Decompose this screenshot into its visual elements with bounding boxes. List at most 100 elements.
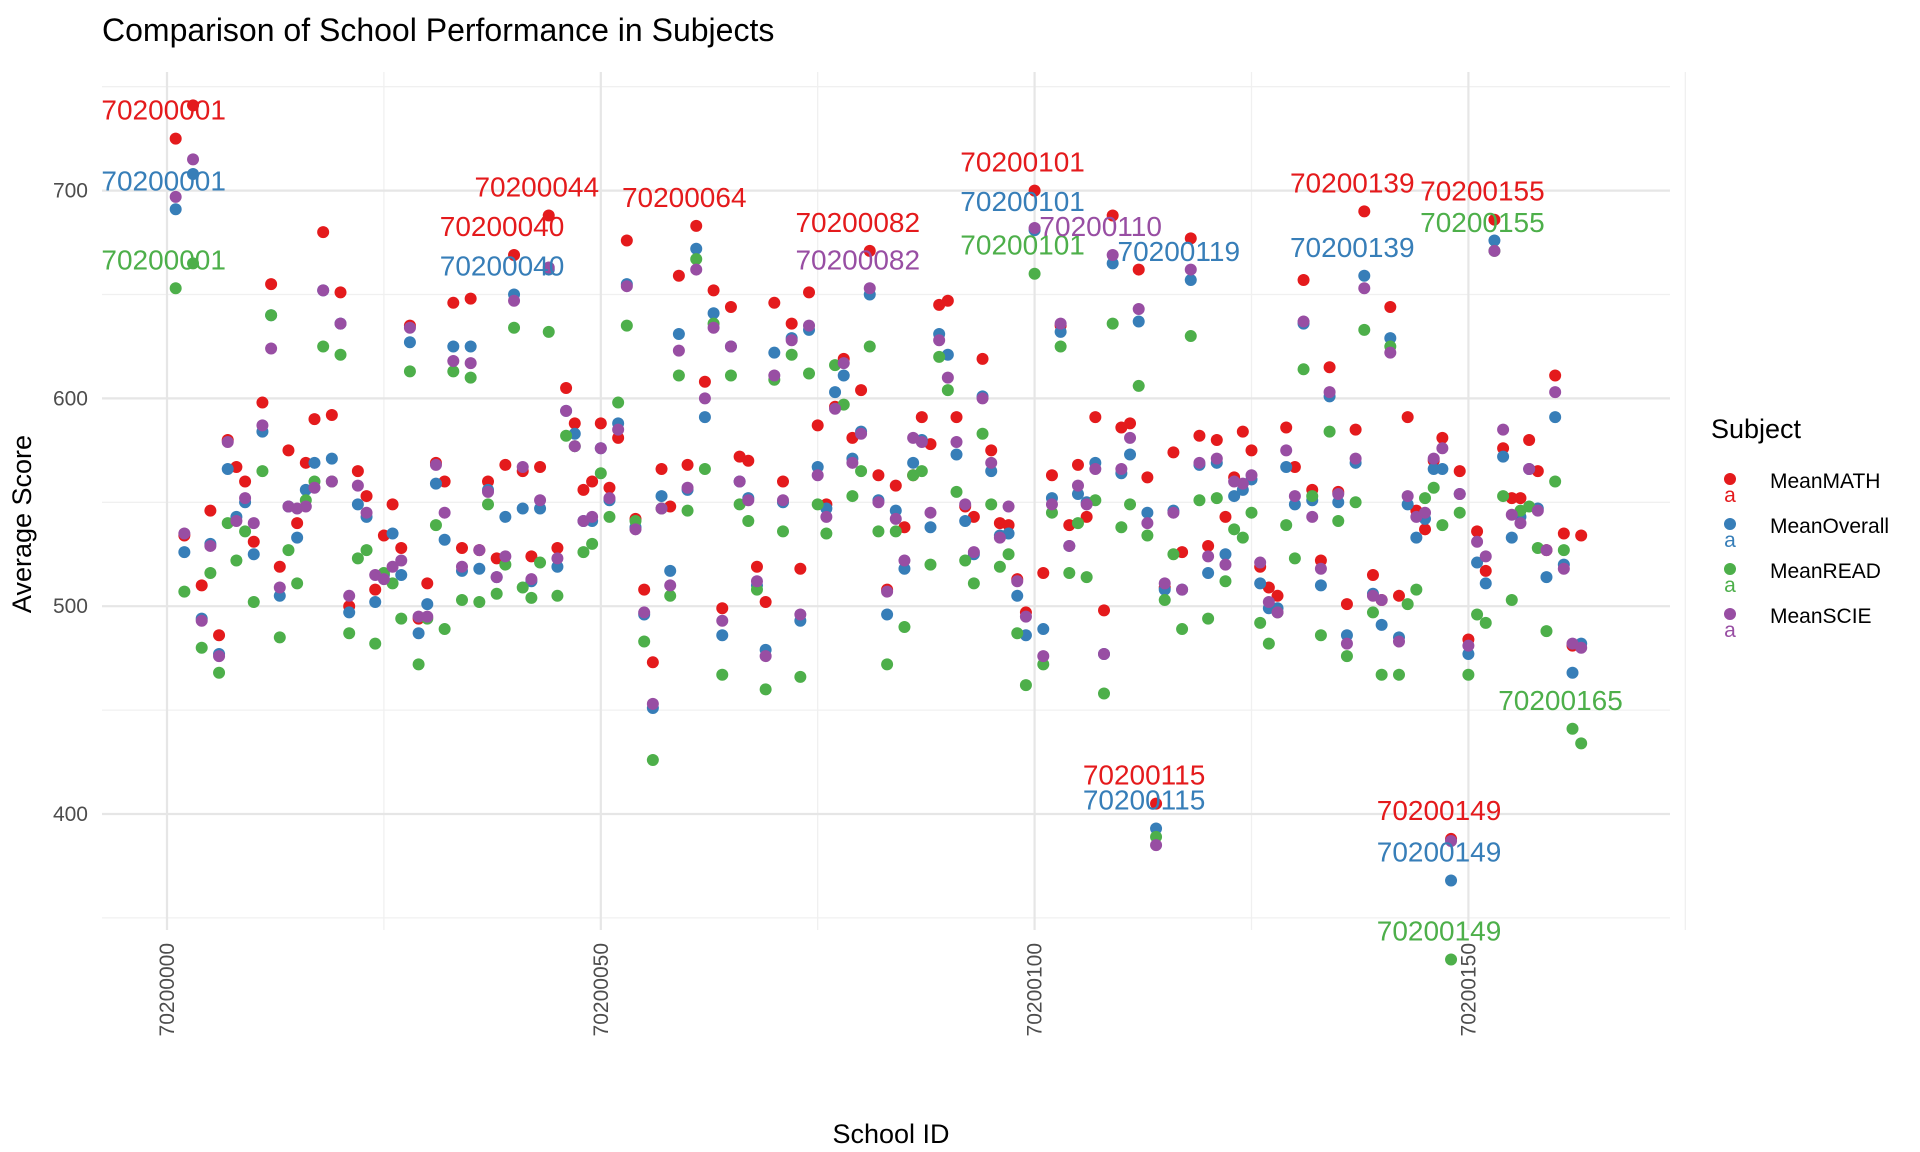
meanmath-point xyxy=(291,517,304,530)
meanscie-point xyxy=(1176,583,1189,596)
meanread-point xyxy=(273,631,286,644)
meanscie-point xyxy=(325,475,338,488)
meanscie-point xyxy=(1479,550,1492,563)
meanmath-point xyxy=(594,417,607,430)
point-label: 70200139 xyxy=(1290,232,1415,263)
meanmath-point xyxy=(1557,527,1570,540)
meanscie-point xyxy=(1098,647,1111,660)
meanmath-point xyxy=(586,475,599,488)
meanread-point xyxy=(178,585,191,598)
meanmath-point xyxy=(646,656,659,669)
meanread-point xyxy=(820,527,833,540)
meanread-point xyxy=(1445,953,1458,966)
meanread-point xyxy=(508,321,521,334)
meanscie-point xyxy=(1045,498,1058,511)
meanscie-point xyxy=(490,571,503,584)
meanmath-point xyxy=(1002,519,1015,532)
meanread-point xyxy=(1462,668,1475,681)
meanscie-point xyxy=(881,585,894,598)
meanread-point xyxy=(794,670,807,683)
meanread-point xyxy=(976,427,989,440)
meanread-point xyxy=(967,577,980,590)
meanscie-point xyxy=(837,357,850,370)
meanoverall-point xyxy=(889,504,902,517)
meanread-point xyxy=(620,319,633,332)
meanread-point xyxy=(1150,830,1163,843)
meanoverall-point xyxy=(1288,498,1301,511)
meanscie-point xyxy=(1158,577,1171,590)
meanmath-point xyxy=(950,411,963,424)
meanscie-point xyxy=(1297,315,1310,328)
meanmath-point xyxy=(1219,510,1232,523)
meanscie-point xyxy=(1167,506,1180,519)
meanread-point xyxy=(1566,722,1579,735)
meanscie-point xyxy=(421,610,434,623)
meanoverall-point xyxy=(351,498,364,511)
meanread-point xyxy=(360,544,373,557)
meanmath-point xyxy=(169,132,182,145)
meanread-point xyxy=(1080,571,1093,584)
meanmath-point xyxy=(265,278,278,291)
meanmath-point xyxy=(811,419,824,432)
meanmath-point xyxy=(1479,564,1492,577)
meanmath-point xyxy=(239,475,252,488)
meanread-point xyxy=(846,490,859,503)
meanmath-point xyxy=(1106,209,1119,222)
x-axis-title: School ID xyxy=(832,1119,949,1149)
meanread-point xyxy=(1141,529,1154,542)
meanread-point xyxy=(551,589,564,602)
meanscie-point xyxy=(351,479,364,492)
meanscie-point xyxy=(308,481,321,494)
chart-title: Comparison of School Performance in Subj… xyxy=(102,12,774,48)
meanread-point xyxy=(959,554,972,567)
meanmath-point xyxy=(499,458,512,471)
meanread-point xyxy=(542,325,555,338)
meanread-point xyxy=(1054,340,1067,353)
meanread-point xyxy=(239,525,252,538)
meanscie-point xyxy=(1002,500,1015,513)
meanmath-point xyxy=(551,542,564,555)
meanmath-point xyxy=(369,583,382,596)
meanread-point xyxy=(1479,616,1492,629)
meanread-point xyxy=(351,552,364,565)
meanscie-point xyxy=(1202,550,1215,563)
meanscie-point xyxy=(508,294,521,307)
meanoverall-point xyxy=(1540,571,1553,584)
meanmath-point xyxy=(603,481,616,494)
meanmath-point xyxy=(872,469,885,482)
meanscie-point xyxy=(343,589,356,602)
meanread-point xyxy=(1011,627,1024,640)
meanscie-point xyxy=(1011,575,1024,588)
meanoverall-point xyxy=(1254,577,1267,590)
meanoverall-point xyxy=(516,502,529,515)
meanoverall-point xyxy=(837,369,850,382)
meanscie-point xyxy=(1332,487,1345,500)
meanread-point xyxy=(534,556,547,569)
meanscie-point xyxy=(898,554,911,567)
meanscie-point xyxy=(716,614,729,627)
meanread-point xyxy=(1245,506,1258,519)
meanmath-point xyxy=(1366,569,1379,582)
meanscie-point xyxy=(204,539,217,552)
x-tick-label: 70200000 xyxy=(156,943,179,1036)
meanread-point xyxy=(872,525,885,538)
point-label: 70200040 xyxy=(440,211,565,242)
meanmath-point xyxy=(1071,458,1084,471)
meanread-point xyxy=(482,498,495,511)
meanmath-point xyxy=(421,577,434,590)
meanoverall-point xyxy=(1375,618,1388,631)
meanmath-point xyxy=(915,411,928,424)
meanscie-point xyxy=(1306,510,1319,523)
meanread-point xyxy=(750,583,763,596)
point-label: 70200001 xyxy=(101,244,226,275)
meanoverall-point xyxy=(308,456,321,469)
point-label: 70200082 xyxy=(795,207,920,238)
meanscie-point xyxy=(1349,452,1362,465)
meanmath-point xyxy=(716,602,729,615)
meanread-point xyxy=(525,591,538,604)
meanread-point xyxy=(247,596,260,609)
meanmath-point xyxy=(204,504,217,517)
y-tick-label: 400 xyxy=(53,803,88,826)
meanmath-point xyxy=(889,479,902,492)
meanscie-point xyxy=(603,492,616,505)
